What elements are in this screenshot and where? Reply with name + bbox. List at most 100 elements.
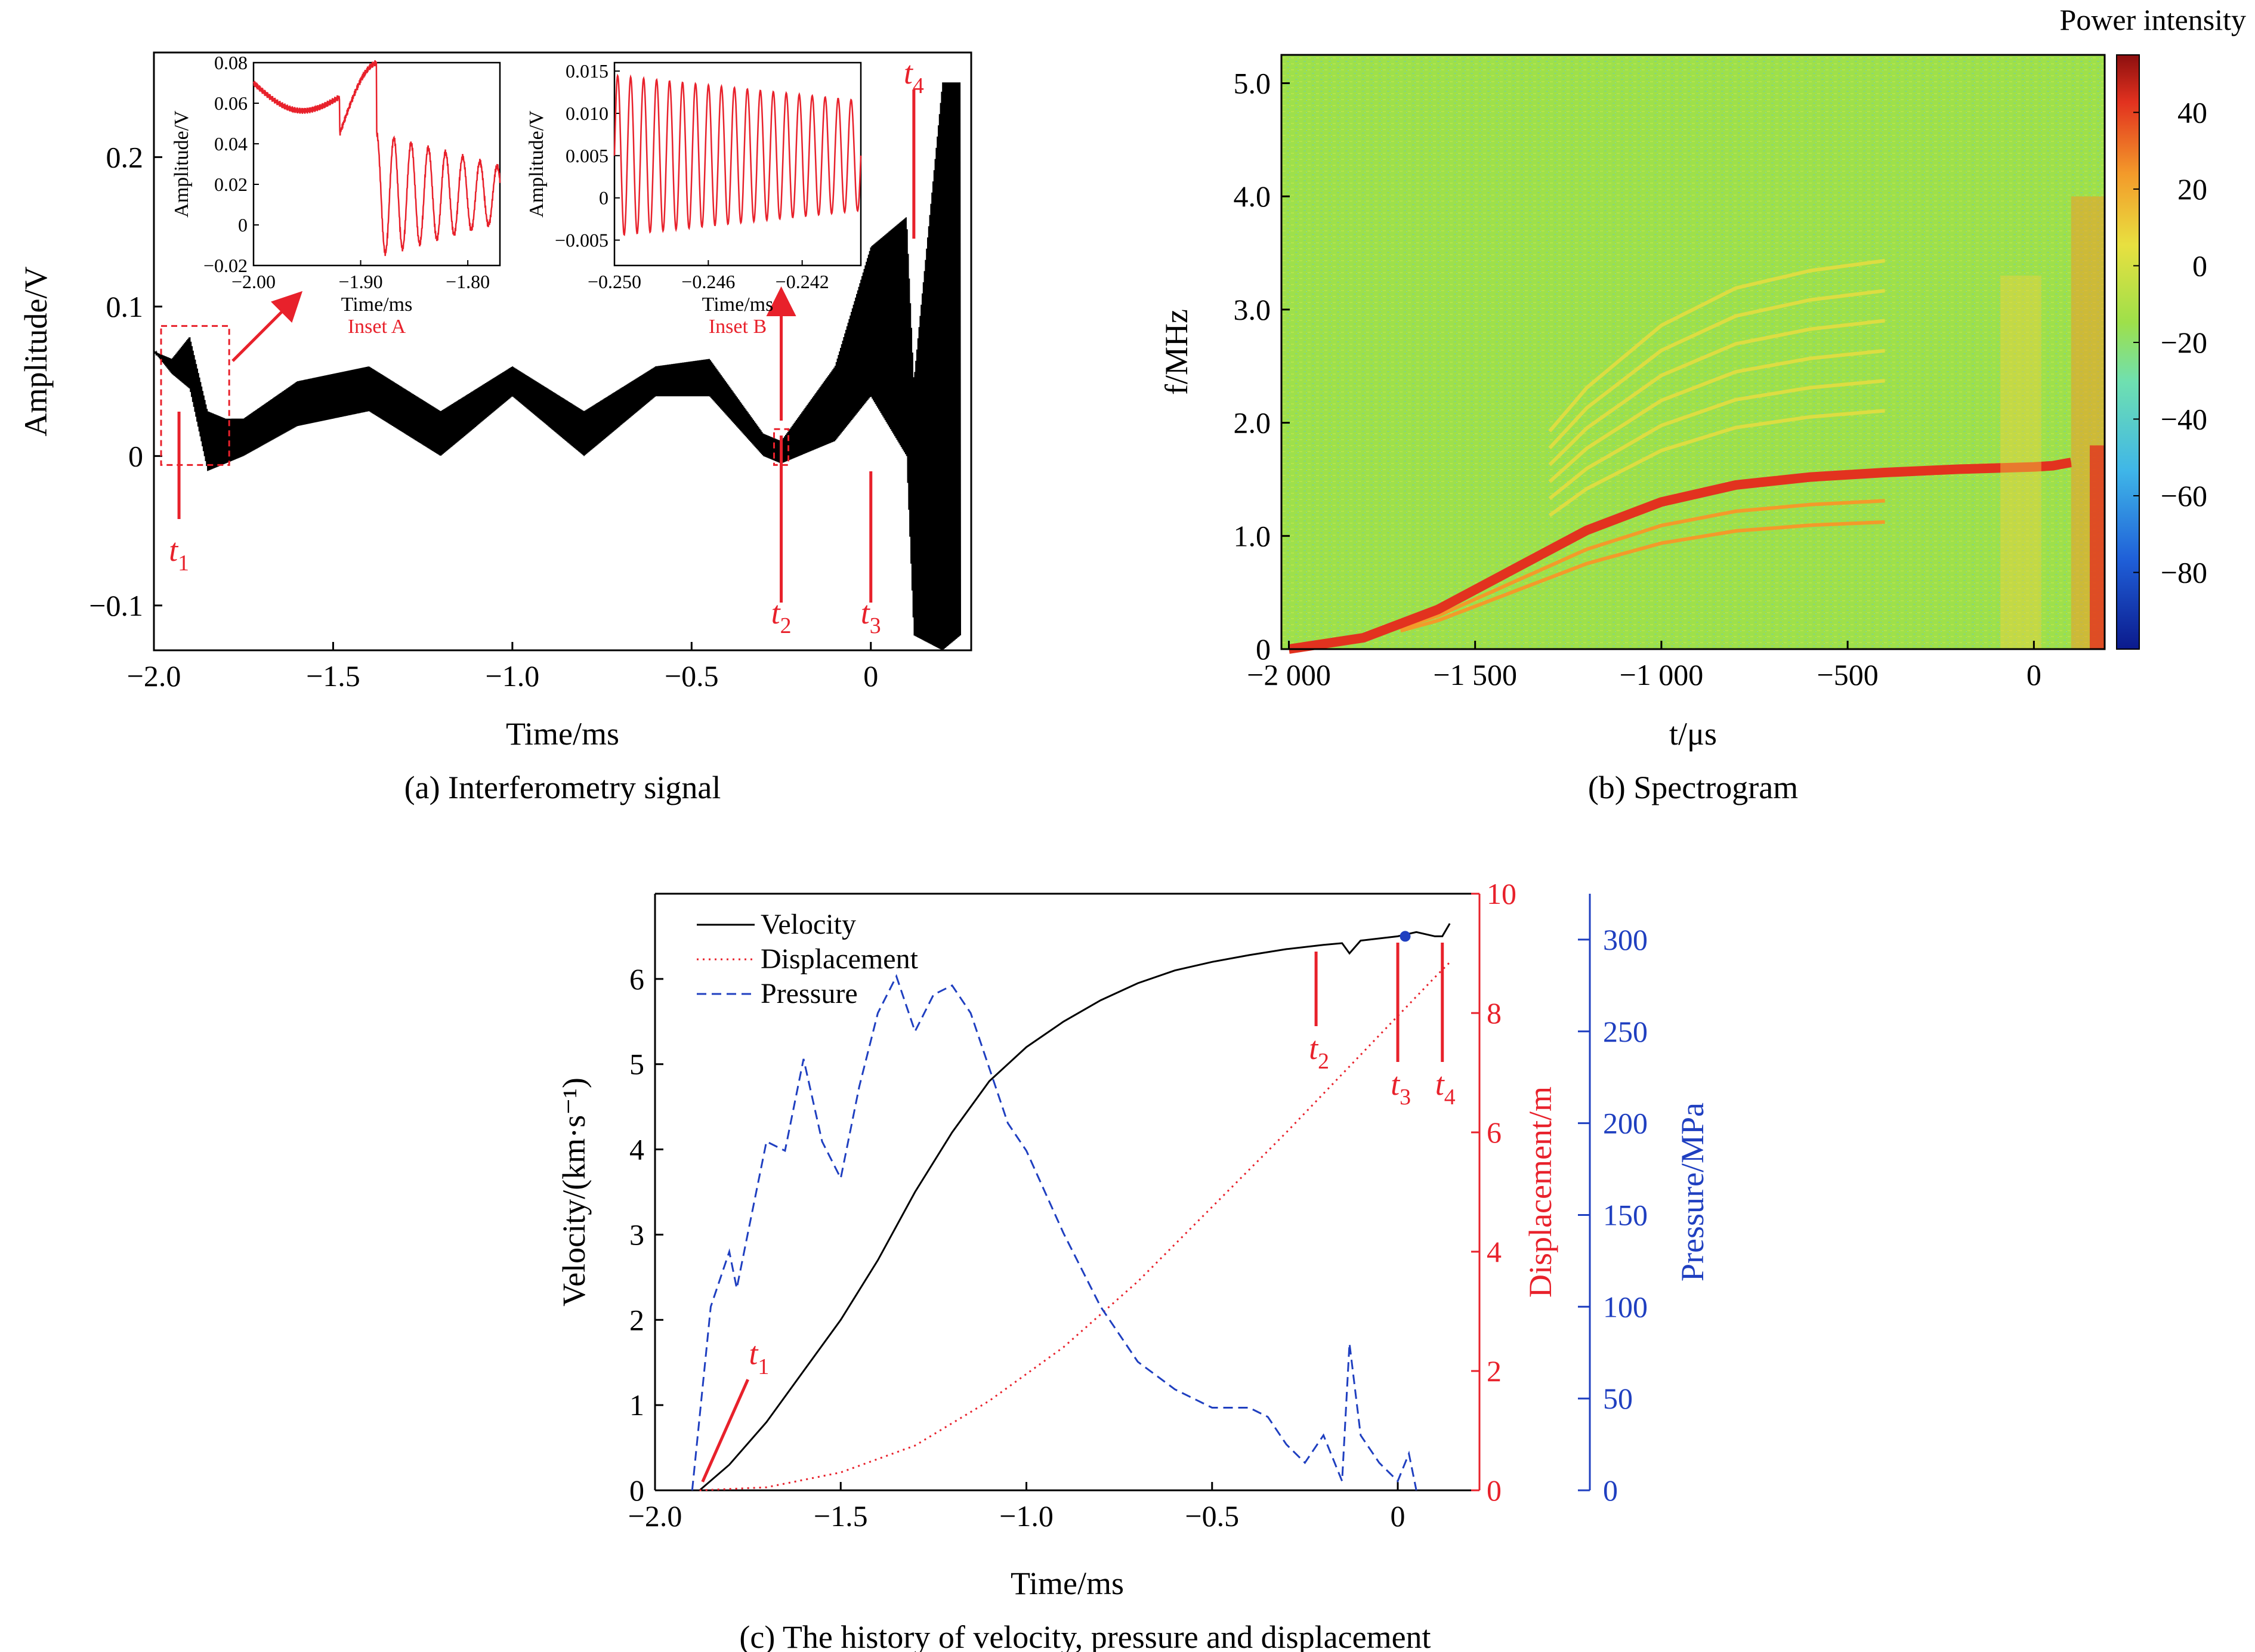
xtick-label-b: −500	[1817, 658, 1879, 691]
xtick-label-c: −0.5	[1185, 1499, 1239, 1533]
ytick-label-b: 3.0	[1234, 293, 1271, 326]
x-axis-label-a: Time/ms	[506, 716, 619, 752]
broadband-region	[2000, 275, 2041, 649]
ytick-label-pressure: 200	[1603, 1107, 1648, 1140]
colorbar-tick-label: −60	[2161, 479, 2207, 512]
series-line-displacement	[699, 961, 1451, 1492]
inset-ytick-label: 0.02	[214, 174, 248, 195]
ytick-label-b: 5.0	[1234, 66, 1271, 100]
inset-xtick-label: −2.00	[231, 271, 276, 292]
main-ridge	[1288, 458, 2072, 654]
ytick-label-velocity: 4	[629, 1133, 644, 1166]
inset-ytick-label: 0	[238, 214, 248, 236]
ytick-label-velocity: 5	[629, 1048, 644, 1081]
marker-label-a-sub: 2	[780, 613, 792, 638]
marker-label-a-t: t	[169, 532, 179, 568]
caption-b: (b) Spectrogram	[1588, 770, 1798, 805]
marker-label-a: t3	[861, 595, 881, 638]
marker-label-a-sub: 4	[913, 73, 924, 98]
ytick-label-b: 4.0	[1234, 180, 1271, 213]
caption-c: (c) The history of velocity, pressure an…	[739, 1619, 1431, 1652]
ytick-label-velocity: 3	[629, 1218, 644, 1251]
ytick-label-a: 0.2	[106, 140, 144, 174]
chart-b-spectrogram: −2 000 −1 500 −1 000 −500 0 0 1.0 2.0 3.0 4.0 5.0 t…	[1159, 3, 2246, 805]
xtick-label-a: −1.0	[486, 659, 540, 693]
ytick-label-displacement: 4	[1487, 1235, 1502, 1268]
marker-label-a-t: t	[771, 595, 781, 631]
marker-label-c-sub: 2	[1318, 1049, 1329, 1074]
colorbar-tick-label: 20	[2177, 172, 2207, 206]
marker-label-c: t3	[1391, 1066, 1411, 1110]
ytick-label-velocity: 2	[629, 1303, 644, 1336]
inset-ytick-label: −0.005	[555, 230, 608, 251]
inset-ytick-label: 0.015	[566, 60, 608, 82]
inset-ytick-label: 0.06	[214, 92, 248, 114]
marker-label-a-sub: 3	[870, 613, 881, 638]
ytick-label-displacement: 2	[1487, 1354, 1502, 1388]
ytick-label-velocity: 0	[629, 1474, 644, 1507]
ytick-label-pressure: 0	[1603, 1474, 1618, 1507]
harmonic-band	[1548, 379, 1885, 501]
ytick-label-displacement: 10	[1487, 877, 1516, 910]
chart-a-interferometry: −2.0 −1.5 −1.0 −0.5 0 −0.1 0 0.1 0.2 Time/ms Ampli…	[18, 51, 972, 805]
arrow-icon	[231, 291, 303, 362]
series-line-velocity	[699, 923, 1451, 1492]
harmonic-band	[1548, 258, 1886, 433]
ytick-label-pressure: 250	[1603, 1015, 1648, 1048]
callout-box-a	[160, 325, 230, 466]
marker-label-a: t4	[904, 55, 924, 98]
marker-label-c: t2	[1309, 1030, 1329, 1074]
colorbar-tick-label: −40	[2161, 402, 2207, 436]
harmonic-band	[1548, 348, 1885, 483]
marker-label-c-sub: 4	[1444, 1085, 1456, 1110]
caption-a: (a) Interferometry signal	[404, 770, 721, 805]
callout-box-b	[773, 428, 790, 466]
y-axis-label-pressure: Pressure/MPa	[1675, 1103, 1710, 1282]
inset-xlabel: Time/ms	[341, 294, 413, 316]
xtick-label-a: 0	[863, 659, 878, 693]
marker-label-c-sub: 3	[1400, 1085, 1411, 1110]
inset-ytick-label: −0.02	[203, 255, 248, 276]
inset-ytick-label: 0	[599, 187, 608, 209]
colorbar-tick-label: −80	[2161, 555, 2207, 589]
marker-label-c-t: t	[749, 1336, 759, 1372]
inset-xtick-label: −0.246	[681, 271, 735, 292]
spectrogram-field	[1280, 54, 2106, 650]
marker-label-c-t: t	[1435, 1066, 1445, 1102]
y-axis-label-displacement: Displacement/m	[1522, 1086, 1558, 1298]
marker-label-a-t: t	[861, 595, 871, 631]
harmonic-band	[1548, 409, 1885, 517]
ytick-label-b: 0	[1256, 632, 1271, 666]
harmonic-band	[1548, 319, 1885, 467]
ytick-label-pressure: 150	[1603, 1198, 1648, 1231]
xtick-label-c: −1.0	[999, 1499, 1054, 1533]
marker-label-a-sub: 1	[178, 551, 189, 576]
ytick-label-pressure: 100	[1603, 1290, 1648, 1323]
colorbar-title: Power intensity	[2060, 3, 2246, 36]
ytick-label-pressure: 50	[1603, 1382, 1633, 1415]
legend-label-pressure: Pressure	[761, 978, 858, 1009]
marker-label-a-t: t	[904, 55, 914, 91]
y-axis-label-a: Amplitude/V	[18, 267, 54, 437]
xtick-label-b: −1 500	[1433, 658, 1517, 691]
x-axis-label-b: t/μs	[1669, 716, 1717, 752]
colorbar-tick-label: −20	[2161, 326, 2207, 359]
inset-xlabel: Time/ms	[702, 294, 774, 316]
inset-xtick-label: −0.242	[776, 271, 829, 292]
ytick-label-velocity: 6	[629, 962, 644, 996]
xtick-label-b: 0	[2027, 658, 2041, 691]
marker-label-a: t2	[771, 595, 792, 638]
harmonic-band	[1548, 289, 1885, 450]
colorbar	[2116, 54, 2140, 650]
marker-line-c	[701, 1379, 749, 1483]
signal-line-a	[153, 82, 961, 650]
xtick-label-a: −1.5	[306, 659, 360, 693]
xtick-label-a: −2.0	[127, 659, 181, 693]
ytick-label-pressure: 300	[1603, 923, 1648, 956]
xtick-label-b: −2 000	[1247, 658, 1331, 691]
marker-label-a: t1	[169, 532, 189, 576]
inset-title: Inset A	[348, 316, 406, 338]
broadband-region	[2090, 445, 2105, 649]
colorbar-tick-label: 40	[2177, 95, 2207, 129]
